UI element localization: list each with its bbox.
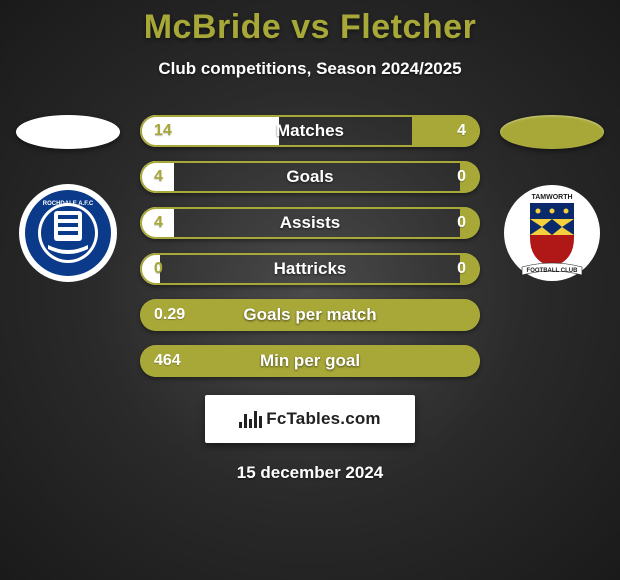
club-badge-right: TAMWORTH FOOTBALL CLUB bbox=[502, 183, 602, 283]
tamworth-badge-icon: TAMWORTH FOOTBALL CLUB bbox=[502, 183, 602, 283]
stat-bar: 464Min per goal bbox=[140, 345, 480, 377]
stat-label: Hattricks bbox=[274, 259, 347, 279]
stat-label: Matches bbox=[276, 121, 344, 141]
stat-bar: 40Assists bbox=[140, 207, 480, 239]
stat-label: Goals bbox=[286, 167, 333, 187]
player-right-oval bbox=[500, 115, 604, 149]
subtitle: Club competitions, Season 2024/2025 bbox=[0, 59, 620, 79]
page-title: McBride vs Fletcher bbox=[0, 8, 620, 47]
main-row: ROCHDALE A.F.C 144Matches 40Goals 40Assist… bbox=[0, 115, 620, 377]
stat-bar: 40Goals bbox=[140, 161, 480, 193]
brand-text: FcTables.com bbox=[266, 409, 381, 429]
bar-border bbox=[140, 207, 480, 239]
stats-bars: 144Matches 40Goals 40Assists 00Hattricks 0.2… bbox=[140, 115, 480, 377]
brand-plate: FcTables.com bbox=[205, 395, 415, 443]
svg-text:FOOTBALL CLUB: FOOTBALL CLUB bbox=[527, 268, 579, 274]
player-right-column: TAMWORTH FOOTBALL CLUB bbox=[498, 115, 606, 283]
club-badge-left: ROCHDALE A.F.C bbox=[18, 183, 118, 283]
svg-text:ROCHDALE A.F.C: ROCHDALE A.F.C bbox=[43, 201, 94, 207]
player-left-column: ROCHDALE A.F.C bbox=[14, 115, 122, 283]
bar-segment-left bbox=[140, 207, 174, 239]
bar-segment-left bbox=[140, 161, 174, 193]
rochdale-badge-icon: ROCHDALE A.F.C bbox=[18, 183, 118, 283]
stat-bar: 144Matches bbox=[140, 115, 480, 147]
svg-text:TAMWORTH: TAMWORTH bbox=[531, 194, 572, 201]
bar-border bbox=[140, 253, 480, 285]
generated-date: 15 december 2024 bbox=[0, 463, 620, 483]
bar-segment-right bbox=[460, 253, 480, 285]
bar-border bbox=[140, 161, 480, 193]
bar-segment-right bbox=[460, 207, 480, 239]
stat-bar: 00Hattricks bbox=[140, 253, 480, 285]
bar-segment-left bbox=[140, 253, 160, 285]
player-left-oval bbox=[16, 115, 120, 149]
brand-bars-icon bbox=[239, 410, 262, 428]
stat-bar: 0.29Goals per match bbox=[140, 299, 480, 331]
bar-segment-right bbox=[460, 161, 480, 193]
bar-segment-left bbox=[140, 345, 480, 377]
stat-label: Assists bbox=[280, 213, 340, 233]
comparison-infographic: McBride vs Fletcher Club competitions, S… bbox=[0, 0, 620, 483]
bar-segment-right bbox=[412, 115, 480, 147]
bar-segment-left bbox=[140, 115, 279, 147]
bar-segment-left bbox=[140, 299, 480, 331]
